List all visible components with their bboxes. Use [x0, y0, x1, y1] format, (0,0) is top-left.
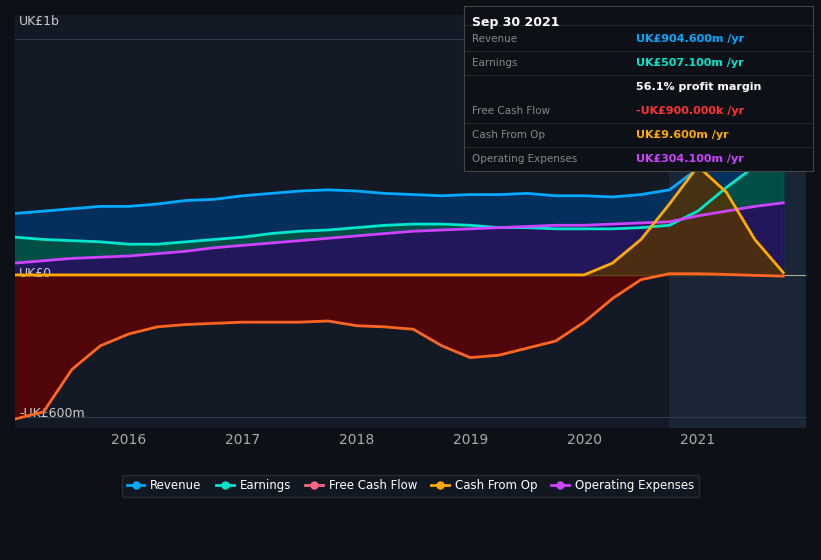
Text: Revenue: Revenue [472, 34, 517, 44]
Text: UK£304.100m /yr: UK£304.100m /yr [636, 154, 744, 164]
Text: -UK£900.000k /yr: -UK£900.000k /yr [636, 106, 745, 116]
Text: UK£9.600m /yr: UK£9.600m /yr [636, 130, 729, 140]
Bar [669, 15, 806, 428]
Text: -UK£600m: -UK£600m [19, 407, 85, 420]
Text: Earnings: Earnings [472, 58, 517, 68]
Text: UK£904.600m /yr: UK£904.600m /yr [636, 34, 745, 44]
Text: Cash From Op: Cash From Op [472, 130, 545, 140]
Text: UK£0: UK£0 [19, 267, 52, 280]
Text: Free Cash Flow: Free Cash Flow [472, 106, 550, 116]
Legend: Revenue, Earnings, Free Cash Flow, Cash From Op, Operating Expenses: Revenue, Earnings, Free Cash Flow, Cash … [122, 474, 699, 497]
Text: UK£1b: UK£1b [19, 15, 60, 28]
Text: Operating Expenses: Operating Expenses [472, 154, 577, 164]
Text: UK£507.100m /yr: UK£507.100m /yr [636, 58, 744, 68]
Text: Sep 30 2021: Sep 30 2021 [472, 16, 560, 29]
Text: 56.1% profit margin: 56.1% profit margin [636, 82, 762, 92]
